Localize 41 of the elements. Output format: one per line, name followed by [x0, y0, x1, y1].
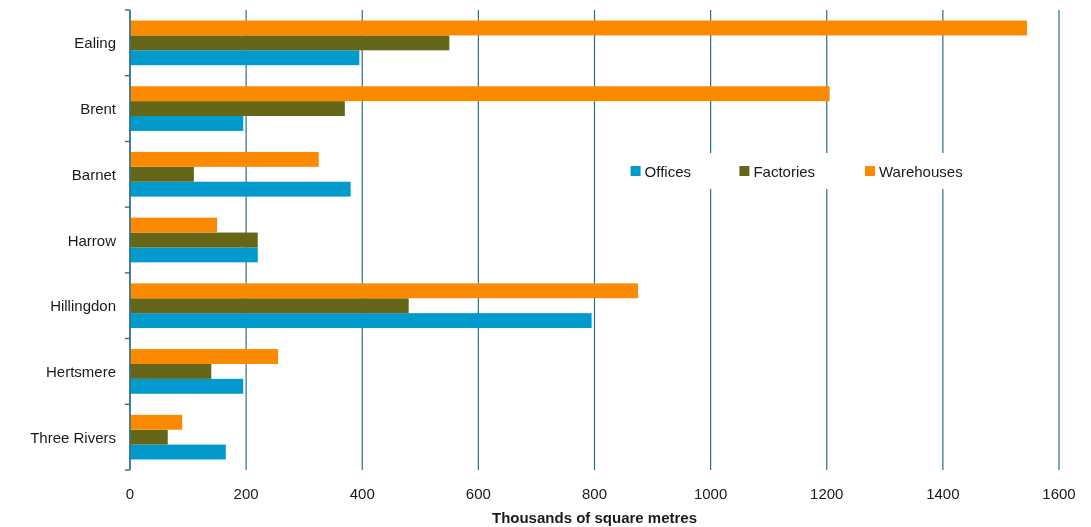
bar	[130, 298, 409, 314]
bar	[130, 35, 450, 51]
bar	[130, 247, 258, 263]
y-tick-label: Ealing	[74, 34, 116, 52]
y-tick-label: Barnet	[71, 165, 117, 183]
bar	[130, 429, 168, 445]
bar	[130, 232, 258, 248]
bar	[130, 86, 830, 102]
legend-label: Factories	[753, 162, 816, 180]
bar	[130, 181, 351, 197]
bar	[130, 363, 212, 379]
bar	[130, 414, 183, 430]
bar	[130, 116, 244, 131]
y-tick-label: Harrow	[67, 231, 117, 249]
x-tick-label: 200	[233, 485, 259, 502]
y-tick-label: Hertsmere	[45, 362, 116, 380]
y-tick-label: Brent	[80, 100, 117, 118]
x-tick-label: 1200	[810, 485, 844, 502]
legend-label: Warehouses	[879, 162, 963, 180]
x-tick-label: 400	[349, 485, 375, 502]
bar	[130, 101, 345, 117]
bar	[130, 444, 226, 460]
y-tick-label: Hillingdon	[50, 297, 116, 315]
bar	[130, 313, 592, 329]
x-tick-label: 1400	[926, 485, 960, 502]
legend-label: Offices	[644, 162, 692, 180]
bar	[130, 151, 319, 167]
bar	[130, 166, 194, 182]
bar	[130, 217, 218, 233]
bar	[130, 50, 360, 66]
bar	[130, 349, 279, 364]
x-tick-label: 1000	[693, 485, 728, 502]
y-tick-label: Three Rivers	[30, 428, 116, 446]
x-tick-label: 1600	[1042, 485, 1076, 502]
bar	[130, 20, 1028, 36]
bar	[130, 283, 639, 299]
x-axis-title: Thousands of square metres	[491, 509, 698, 526]
x-tick-label: 800	[581, 485, 608, 502]
x-tick-label: 0	[125, 485, 135, 502]
bar	[130, 378, 244, 394]
x-tick-label: 600	[465, 485, 491, 502]
